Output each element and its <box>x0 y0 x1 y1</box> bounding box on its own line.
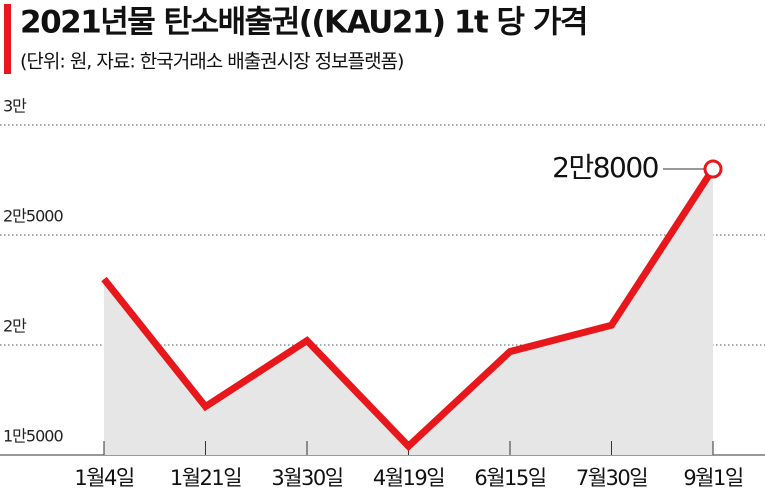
y-tick-label: 2만 <box>3 317 27 336</box>
area <box>104 169 713 455</box>
y-tick-label: 1만5000 <box>3 427 63 446</box>
y-tick-label: 3만 <box>3 97 27 116</box>
end-marker <box>703 159 723 179</box>
x-tick-label: 1월21일 <box>170 466 241 490</box>
x-tick-label: 4월19일 <box>373 466 444 490</box>
x-tick-label: 7월30일 <box>576 466 647 490</box>
x-tick-label: 9월1일 <box>683 466 743 490</box>
chart-title: 2021년물 탄소배출권((KAU21) 1t 당 가격 <box>20 5 587 41</box>
y-tick-label: 2만5000 <box>3 207 63 226</box>
annotation: 2만8000 <box>552 151 658 184</box>
x-tick-label: 1월4일 <box>74 466 134 490</box>
x-tick-label: 6월15일 <box>474 466 545 490</box>
chart-subtitle: (단위: 원, 자료: 한국거래소 배출권시장 정보플랫폼) <box>20 51 403 73</box>
title-bar <box>4 4 11 74</box>
line <box>101 167 716 452</box>
x-tick-label: 3월30일 <box>271 466 342 490</box>
